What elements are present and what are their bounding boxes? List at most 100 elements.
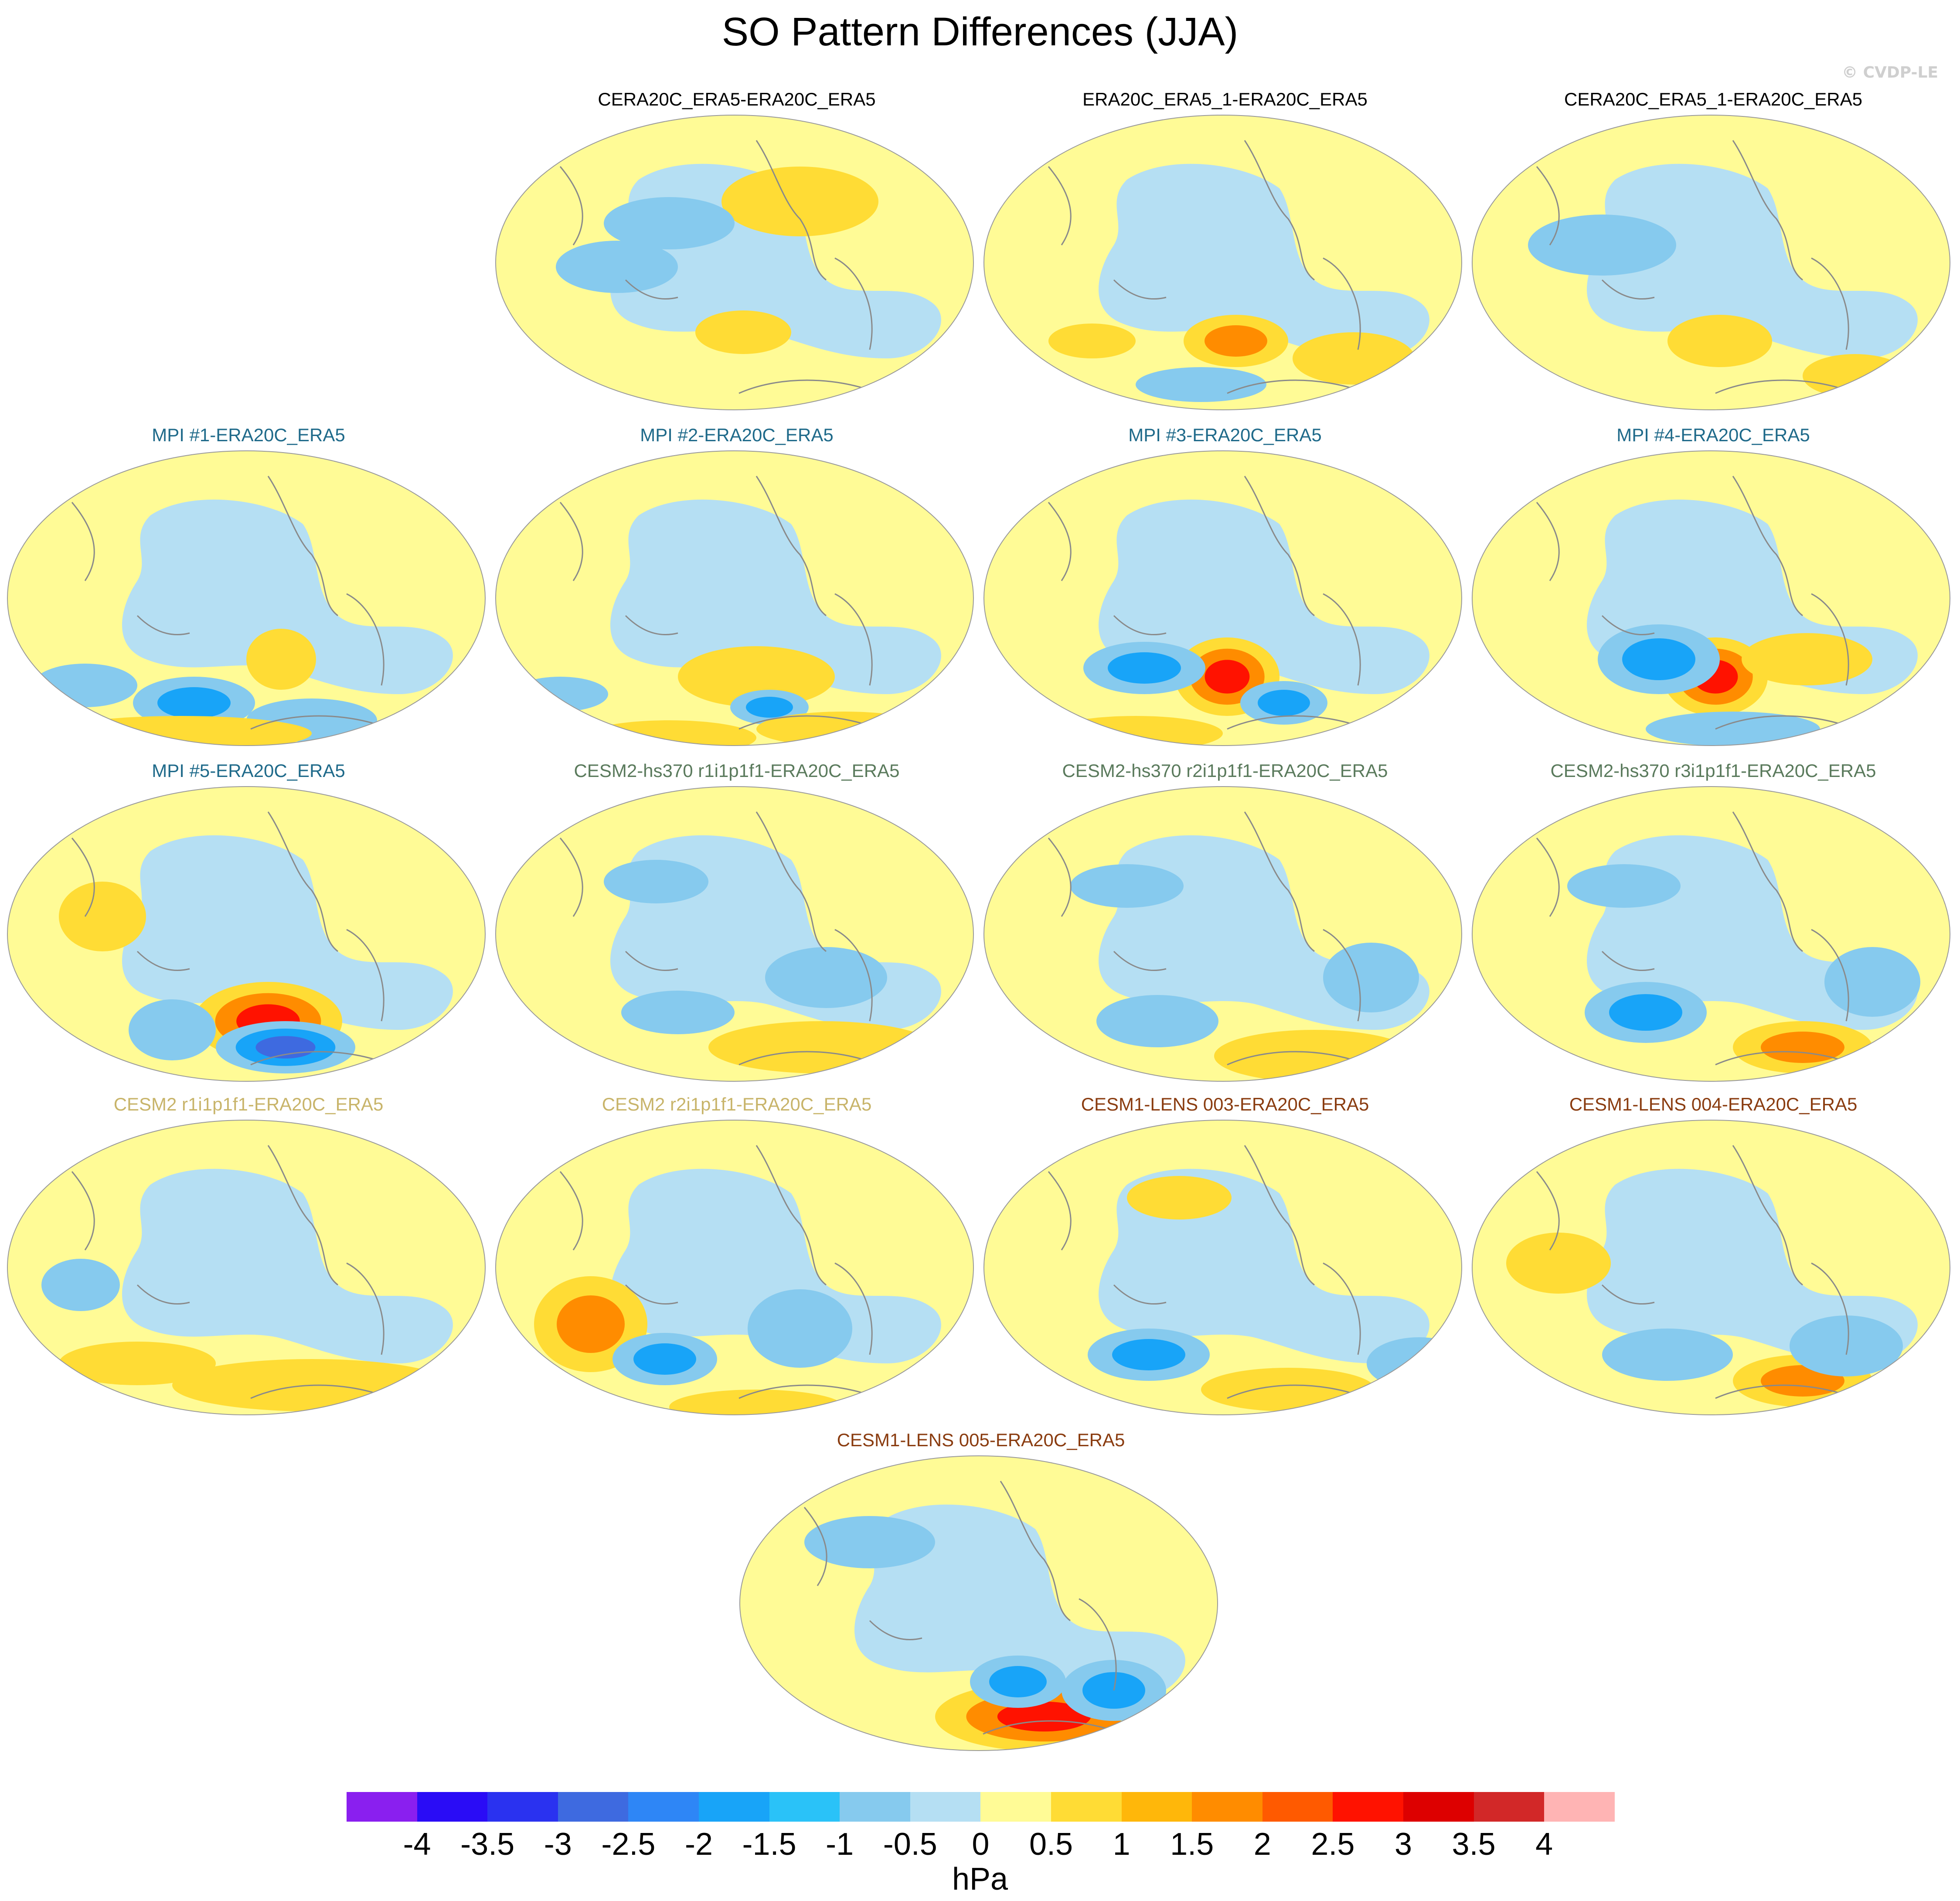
- map-plot: [983, 450, 1462, 746]
- colorbar-box: [1403, 1792, 1474, 1822]
- coastline: [1536, 811, 1855, 1066]
- colorbar-box: [1192, 1792, 1262, 1822]
- positive-anomaly-contour: [997, 1701, 1091, 1732]
- map-panel: CERA20C_ERA5_1-ERA20C_ERA5: [1469, 87, 1957, 412]
- coastline: [71, 1145, 391, 1399]
- map-plot: [7, 786, 486, 1082]
- map-outline: [7, 786, 486, 1082]
- colorbar: [347, 1792, 1615, 1823]
- map-outline: [983, 1120, 1462, 1415]
- negative-anomaly-contour: [129, 999, 216, 1060]
- colorbar-tick-label: -1.5: [742, 1827, 796, 1862]
- negative-anomaly-contour: [1258, 690, 1310, 716]
- coastline: [1048, 1145, 1367, 1399]
- panel-title: CERA20C_ERA5-ERA20C_ERA5: [598, 89, 876, 109]
- map-plot: [495, 450, 974, 746]
- map-panel: CESM1-LENS 005-ERA20C_ERA5: [737, 1428, 1225, 1753]
- map-outline: [983, 450, 1462, 746]
- map-plot: [739, 1455, 1218, 1751]
- coastline: [71, 476, 391, 730]
- negative-anomaly-region: [1099, 499, 1429, 694]
- colorbar-units: hPa: [952, 1862, 1008, 1897]
- colorbar-tick-label: -2.5: [601, 1827, 656, 1862]
- negative-anomaly-contour: [1790, 1315, 1903, 1376]
- page-title: SO Pattern Differences (JJA): [721, 10, 1239, 54]
- coastline: [1048, 140, 1367, 394]
- map-outline: [1472, 1120, 1950, 1415]
- negative-anomaly-contour: [157, 687, 231, 719]
- map-plot: [7, 450, 486, 746]
- map-panel: MPI #3-ERA20C_ERA5: [981, 423, 1469, 748]
- map-plot: [983, 115, 1462, 410]
- map-panel: MPI #2-ERA20C_ERA5: [493, 423, 981, 748]
- map-panel: ERA20C_ERA5_1-ERA20C_ERA5: [981, 87, 1469, 412]
- colorbar-box: [1333, 1792, 1403, 1822]
- colorbar-tick-label: -4: [403, 1827, 431, 1862]
- negative-anomaly-region: [610, 1169, 941, 1363]
- colorbar-tick-label: 2.5: [1311, 1827, 1355, 1862]
- negative-anomaly-contour: [604, 197, 735, 249]
- negative-anomaly-region: [1099, 164, 1429, 358]
- map-panel: MPI #1-ERA20C_ERA5: [4, 423, 493, 748]
- colorbar-tick-label: -3.5: [460, 1827, 515, 1862]
- colorbar-box: [487, 1792, 558, 1822]
- colorbar-box: [1262, 1792, 1333, 1822]
- map-panel: MPI #4-ERA20C_ERA5: [1469, 423, 1957, 748]
- negative-anomaly-contour: [1622, 638, 1695, 680]
- negative-anomaly-contour: [1567, 864, 1681, 908]
- map-plot: [983, 1120, 1462, 1415]
- map-panel: MPI #5-ERA20C_ERA5: [4, 759, 493, 1083]
- map-plot: [1472, 115, 1950, 410]
- panel-title: CESM2-hs370 r3i1p1f1-ERA20C_ERA5: [1550, 760, 1876, 781]
- colorbar-tick-label: 3: [1394, 1827, 1412, 1862]
- map-plot: [495, 786, 974, 1082]
- map-panel: CERA20C_ERA5-ERA20C_ERA5: [493, 87, 981, 412]
- coastline: [559, 140, 879, 394]
- negative-anomaly-contour: [1528, 215, 1676, 276]
- negative-anomaly-contour: [556, 241, 678, 293]
- negative-anomaly-contour: [746, 697, 793, 718]
- negative-anomaly-region: [1587, 164, 1918, 358]
- map-outline: [739, 1455, 1218, 1751]
- coastline: [559, 811, 879, 1066]
- negative-anomaly-contour: [1602, 1329, 1733, 1381]
- map-panel: CESM2-hs370 r2i1p1f1-ERA20C_ERA5: [981, 759, 1469, 1083]
- map-outline: [495, 1120, 974, 1415]
- coastline: [71, 811, 391, 1066]
- panel-title: CESM1-LENS 005-ERA20C_ERA5: [837, 1430, 1125, 1450]
- coastline: [803, 1481, 1123, 1735]
- colorbar-tick-label: -1: [826, 1827, 854, 1862]
- colorbar-box: [1121, 1792, 1192, 1822]
- positive-anomaly-contour: [1205, 325, 1267, 357]
- negative-anomaly-contour: [748, 1289, 852, 1368]
- positive-anomaly-contour: [1761, 1032, 1844, 1063]
- coastline: [559, 1145, 879, 1399]
- positive-anomaly-contour: [708, 1021, 935, 1073]
- negative-anomaly-region: [122, 499, 453, 694]
- map-plot: [983, 786, 1462, 1082]
- coastline: [1536, 1145, 1855, 1399]
- map-panel: CESM2-hs370 r3i1p1f1-ERA20C_ERA5: [1469, 759, 1957, 1083]
- negative-anomaly-contour: [1609, 994, 1682, 1031]
- map-outline: [7, 450, 486, 746]
- positive-anomaly-contour: [1201, 1368, 1375, 1411]
- panel-title: CESM1-LENS 003-ERA20C_ERA5: [1081, 1094, 1369, 1114]
- panel-title: CESM2 r2i1p1f1-ERA20C_ERA5: [602, 1094, 872, 1114]
- map-outline: [983, 115, 1462, 410]
- map-outline: [495, 786, 974, 1082]
- negative-anomaly-contour: [604, 860, 708, 903]
- positive-anomaly-contour: [1293, 332, 1415, 385]
- negative-anomaly-region: [1587, 1169, 1918, 1363]
- copyright-label: © CVDP-LE: [1842, 64, 1938, 82]
- colorbar-tick-label: -3: [544, 1827, 572, 1862]
- colorbar-box: [1473, 1792, 1545, 1822]
- map-plot: [1472, 786, 1950, 1082]
- negative-anomaly-contour: [1323, 943, 1419, 1012]
- colorbar-box: [1544, 1792, 1615, 1822]
- positive-anomaly-contour: [678, 646, 835, 707]
- map-outline: [1472, 450, 1950, 746]
- colorbar-box: [1051, 1792, 1122, 1822]
- negative-anomaly-contour: [1108, 652, 1181, 684]
- colorbar-box: [558, 1792, 629, 1822]
- panel-title: CERA20C_ERA5_1-ERA20C_ERA5: [1564, 89, 1862, 109]
